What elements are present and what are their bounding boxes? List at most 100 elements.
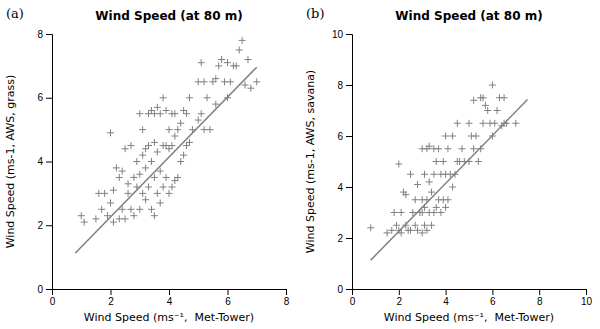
tick: 4 <box>37 156 52 167</box>
tick-label: 4 <box>337 182 343 193</box>
point <box>444 145 451 152</box>
tick-label: 8 <box>284 296 290 307</box>
point <box>414 181 421 188</box>
point <box>466 120 473 127</box>
tick: 0 <box>50 289 56 307</box>
point <box>494 107 501 114</box>
tick: 2 <box>108 289 114 307</box>
point <box>145 184 152 191</box>
point <box>174 174 181 181</box>
point <box>247 85 254 92</box>
point <box>423 227 430 234</box>
tick-label: 8 <box>537 296 543 307</box>
point <box>236 46 243 53</box>
point <box>475 158 482 165</box>
tick-mark <box>346 85 352 86</box>
point <box>215 62 222 69</box>
tick-mark <box>46 225 52 226</box>
tick-mark <box>111 289 112 295</box>
point <box>139 152 146 159</box>
point <box>177 120 184 127</box>
point <box>407 227 414 234</box>
point <box>484 107 491 114</box>
point <box>421 171 428 178</box>
tick: 0 <box>350 289 356 307</box>
tick-label: 0 <box>350 296 356 307</box>
point <box>157 199 164 206</box>
point <box>454 120 461 127</box>
point <box>204 94 211 101</box>
point <box>433 158 440 165</box>
point <box>139 126 146 133</box>
point <box>480 120 487 127</box>
point <box>442 204 449 211</box>
point <box>133 158 140 165</box>
y-axis: 0246810 <box>332 29 353 295</box>
point <box>148 158 155 165</box>
tick: 8 <box>284 289 290 307</box>
point <box>440 158 447 165</box>
fit-line <box>75 67 256 253</box>
point <box>119 168 126 175</box>
point <box>157 110 164 117</box>
tick-mark <box>346 136 352 137</box>
tick-label: 6 <box>37 92 43 103</box>
point <box>433 204 440 211</box>
x-axis-label: Wind Speed (ms⁻¹, Met-Tower) <box>84 311 254 324</box>
point <box>501 94 508 101</box>
tick-label: 8 <box>337 80 343 91</box>
point <box>151 212 158 219</box>
point <box>391 209 398 216</box>
marks <box>75 37 260 253</box>
point <box>148 206 155 213</box>
point <box>110 187 117 194</box>
point <box>233 62 240 69</box>
tick: 4 <box>167 289 173 307</box>
point <box>139 190 146 197</box>
point <box>435 145 442 152</box>
tick: 0 <box>37 284 52 295</box>
point <box>171 110 178 117</box>
x-axis: 0246810 <box>350 289 593 307</box>
point <box>107 129 114 136</box>
tick-label: 4 <box>37 156 43 167</box>
point <box>449 184 456 191</box>
point <box>81 219 88 226</box>
tick: 6 <box>337 131 352 142</box>
tick-mark <box>346 238 352 239</box>
fit-line <box>371 100 528 261</box>
point <box>395 161 402 168</box>
tick-mark <box>46 34 52 35</box>
tick-mark <box>539 289 540 295</box>
point <box>154 190 161 197</box>
point <box>437 209 444 216</box>
y-axis-label: Wind Speed (ms-1, AWS, grass) <box>4 75 17 249</box>
point <box>127 142 134 149</box>
point <box>253 78 260 85</box>
point <box>136 110 143 117</box>
point <box>224 59 231 66</box>
point <box>407 171 414 178</box>
tick: 4 <box>443 289 449 307</box>
point <box>160 184 167 191</box>
point <box>125 180 132 187</box>
point <box>163 107 170 114</box>
tick-label: 10 <box>332 29 344 40</box>
point <box>166 126 173 133</box>
point <box>174 126 181 133</box>
point <box>239 37 246 44</box>
point <box>177 158 184 165</box>
axis-line <box>346 35 353 290</box>
tick: 4 <box>337 182 352 193</box>
point <box>186 139 193 146</box>
point <box>130 212 137 219</box>
point <box>388 227 395 234</box>
point <box>180 152 187 159</box>
point <box>127 206 134 213</box>
tick: 2 <box>337 233 352 244</box>
point <box>212 75 219 82</box>
tick-label: 8 <box>37 29 43 40</box>
point <box>92 215 99 222</box>
tick-label: 4 <box>167 296 173 307</box>
title: Wind Speed (at 80 m) <box>95 9 242 23</box>
